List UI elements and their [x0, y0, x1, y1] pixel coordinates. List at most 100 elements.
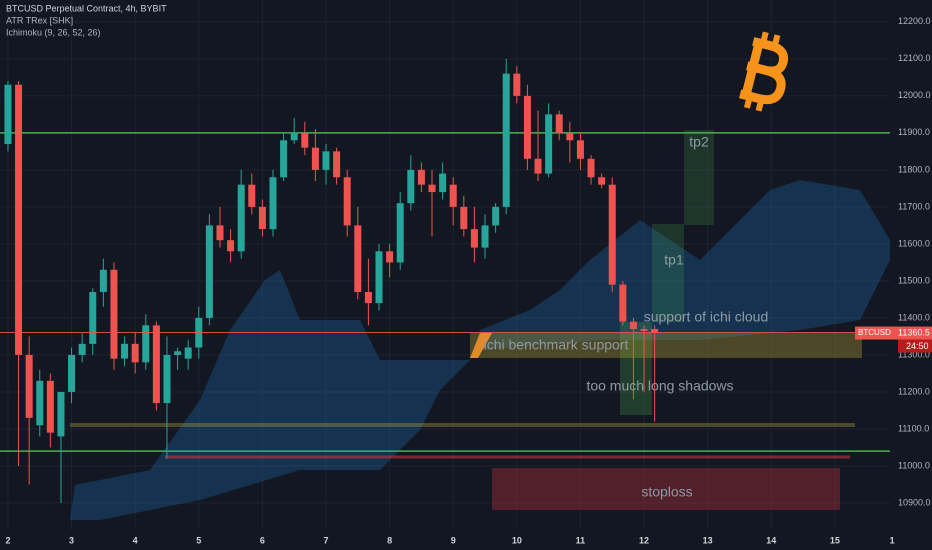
candle-body [608, 184, 616, 285]
y-tick-label: 11200.0 [898, 386, 930, 396]
candle-body [248, 184, 256, 207]
stoploss-zone [492, 468, 840, 510]
x-tick-label: 14 [766, 535, 776, 545]
candle-body [163, 354, 171, 404]
candle-body [131, 343, 139, 363]
x-tick-label: 1 [890, 535, 895, 545]
candles [0, 58, 890, 503]
candle-body [78, 343, 86, 355]
shadow-zone [620, 322, 652, 415]
tp2-zone [684, 130, 714, 225]
candle-body [36, 380, 44, 426]
candle-body [651, 329, 659, 333]
y-tick-label: 12200.0 [898, 16, 931, 26]
price-axis [890, 0, 932, 550]
y-tick-label: 12000.0 [898, 90, 931, 100]
grid [0, 0, 893, 530]
annotation: too much long shadows [586, 378, 733, 394]
candle-body [396, 203, 404, 263]
x-tick-label: 6 [260, 535, 265, 545]
candle-body [237, 184, 245, 252]
benchmark-marker [470, 333, 492, 358]
y-tick-label: 11800.0 [898, 164, 930, 174]
candle-body [502, 73, 510, 207]
candle-body [311, 147, 319, 170]
timer: 24:50 [906, 341, 929, 351]
x-tick-label: 2 [5, 535, 10, 545]
support-band [70, 423, 855, 427]
candle-body [184, 347, 192, 359]
candle-body [301, 132, 309, 148]
candle-body [449, 184, 457, 207]
candle-body [152, 325, 160, 404]
candle-body [523, 95, 531, 159]
candle-body [343, 177, 351, 226]
candle-body [545, 114, 553, 174]
candle-body [142, 325, 150, 363]
timer-tag [898, 339, 932, 353]
candle-body [25, 354, 33, 418]
bitcoin-logo [739, 31, 789, 112]
x-tick-label: 5 [196, 535, 201, 545]
price-tag-value: 11360.5 [898, 327, 930, 337]
x-tick-label: 3 [69, 535, 74, 545]
candle-body [576, 140, 584, 159]
x-tick-label: 15 [830, 535, 840, 545]
y-tick-label: 11600.0 [898, 238, 930, 248]
candle-body [640, 329, 648, 331]
candle-body [57, 391, 65, 437]
candle-body [513, 73, 521, 96]
candle-body [68, 354, 76, 392]
candle-body [110, 269, 118, 359]
candle-body [417, 169, 425, 185]
y-tick-label: 11900.0 [898, 127, 930, 137]
candle-body [174, 351, 182, 355]
y-tick-label: 11000.0 [898, 460, 930, 470]
y-tick-label: 12100.0 [898, 53, 931, 63]
annotation: tp2 [689, 134, 709, 150]
candle-body [89, 292, 97, 344]
price-tag-symbol: BTCUSD [858, 328, 891, 337]
tp1-zone [652, 224, 684, 322]
candle-body [619, 284, 627, 322]
candle-body [587, 158, 595, 178]
candle-body [629, 321, 637, 330]
candle-body [407, 169, 415, 204]
candle-body [46, 380, 54, 433]
candle-body [386, 251, 394, 263]
x-tick-label: 8 [387, 535, 392, 545]
y-tick-label: 11700.0 [898, 201, 930, 211]
candle-body [439, 173, 447, 193]
indicator: Ichimoku (9, 26, 52, 26) [6, 27, 101, 37]
candle-body [598, 177, 606, 185]
candle-body [322, 151, 330, 170]
y-tick-label: 11300.0 [898, 349, 930, 359]
candle-body [333, 151, 341, 178]
candle-body [269, 177, 277, 230]
x-tick-label: 12 [639, 535, 649, 545]
candle-body [534, 158, 542, 174]
candle-body [566, 132, 574, 141]
candle-body [555, 114, 563, 133]
y-tick-label: 10900.0 [898, 497, 931, 507]
candle-body [227, 240, 235, 252]
candle-body [492, 206, 500, 226]
price-tag [855, 326, 932, 340]
x-tick-label: 10 [512, 535, 522, 545]
y-tick-label: 11500.0 [898, 275, 930, 285]
y-tick-label: 11400.0 [898, 312, 930, 322]
candle-body [470, 229, 478, 248]
candle-body [121, 343, 129, 359]
indicator: ATR TRex [SHK] [6, 15, 73, 25]
annotation: ichi benchmark support [484, 337, 629, 353]
x-tick-label: 9 [451, 535, 456, 545]
candle-body [4, 84, 12, 144]
annotation: support of ichi cloud [644, 309, 769, 325]
x-tick-label: 11 [576, 535, 586, 545]
annotation: tp1 [664, 252, 684, 268]
x-tick-label: 7 [323, 535, 328, 545]
candle-body [99, 269, 107, 293]
candle-body [354, 225, 362, 293]
benchmark-zone [470, 333, 862, 358]
